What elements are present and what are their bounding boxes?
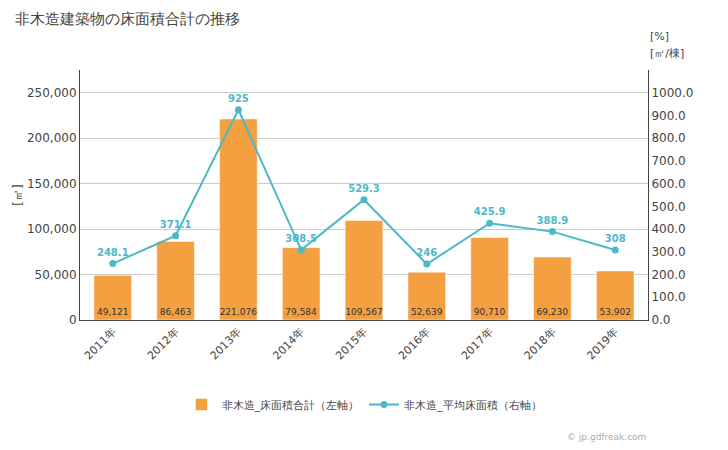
svg-text:2012年: 2012年 <box>145 326 182 363</box>
svg-text:2018年: 2018年 <box>522 326 559 363</box>
svg-text:非木造_床面積合計（左軸）: 非木造_床面積合計（左軸） <box>222 399 360 412</box>
svg-text:50,000: 50,000 <box>35 268 77 282</box>
svg-text:800.0: 800.0 <box>651 131 685 145</box>
svg-text:2016年: 2016年 <box>396 326 433 363</box>
svg-text:[%]: [%] <box>650 30 669 43</box>
svg-text:388.9: 388.9 <box>537 215 569 226</box>
svg-text:49,121: 49,121 <box>97 307 128 317</box>
svg-text:425.9: 425.9 <box>474 206 506 217</box>
svg-text:221,076: 221,076 <box>220 307 257 317</box>
svg-text:79,584: 79,584 <box>285 307 317 317</box>
svg-text:非木造_平均床面積（右軸）: 非木造_平均床面積（右軸） <box>404 399 542 412</box>
svg-text:90,710: 90,710 <box>474 307 506 317</box>
svg-text:2019年: 2019年 <box>584 326 621 363</box>
svg-text:109,567: 109,567 <box>345 307 382 317</box>
svg-text:© jp.gdfreak.com: © jp.gdfreak.com <box>567 432 646 442</box>
svg-text:2011年: 2011年 <box>82 326 119 363</box>
svg-text:248.1: 248.1 <box>97 247 129 258</box>
svg-text:300.0: 300.0 <box>651 245 685 259</box>
svg-text:[㎡]: [㎡] <box>11 184 25 205</box>
svg-text:308: 308 <box>605 233 626 244</box>
svg-text:308.5: 308.5 <box>285 233 317 244</box>
svg-text:69,230: 69,230 <box>537 307 569 317</box>
svg-text:2017年: 2017年 <box>459 326 496 363</box>
svg-text:0: 0 <box>69 313 77 327</box>
svg-text:1000.0: 1000.0 <box>651 86 693 100</box>
svg-text:250,000: 250,000 <box>27 86 77 100</box>
svg-text:200,000: 200,000 <box>27 131 77 145</box>
svg-text:500.0: 500.0 <box>651 200 685 214</box>
svg-text:200.0: 200.0 <box>651 268 685 282</box>
svg-text:53,902: 53,902 <box>599 307 631 317</box>
svg-text:86,463: 86,463 <box>160 307 192 317</box>
svg-text:700.0: 700.0 <box>651 154 685 168</box>
svg-text:246: 246 <box>416 247 437 258</box>
svg-text:150,000: 150,000 <box>27 177 77 191</box>
svg-text:非木造建築物の床面積合計の推移: 非木造建築物の床面積合計の推移 <box>15 10 240 28</box>
svg-text:2013年: 2013年 <box>208 326 245 363</box>
svg-text:2015年: 2015年 <box>333 326 370 363</box>
svg-text:925: 925 <box>228 93 249 104</box>
svg-text:529.3: 529.3 <box>348 183 380 194</box>
svg-text:100.0: 100.0 <box>651 290 685 304</box>
svg-text:2014年: 2014年 <box>270 326 307 363</box>
svg-text:52,639: 52,639 <box>411 307 443 317</box>
svg-text:900.0: 900.0 <box>651 109 685 123</box>
svg-text:[㎡/棟]: [㎡/棟] <box>650 47 684 60</box>
svg-text:100,000: 100,000 <box>27 222 77 236</box>
svg-text:371.1: 371.1 <box>160 219 192 230</box>
svg-text:400.0: 400.0 <box>651 222 685 236</box>
svg-text:0.0: 0.0 <box>651 313 670 327</box>
svg-text:600.0: 600.0 <box>651 177 685 191</box>
